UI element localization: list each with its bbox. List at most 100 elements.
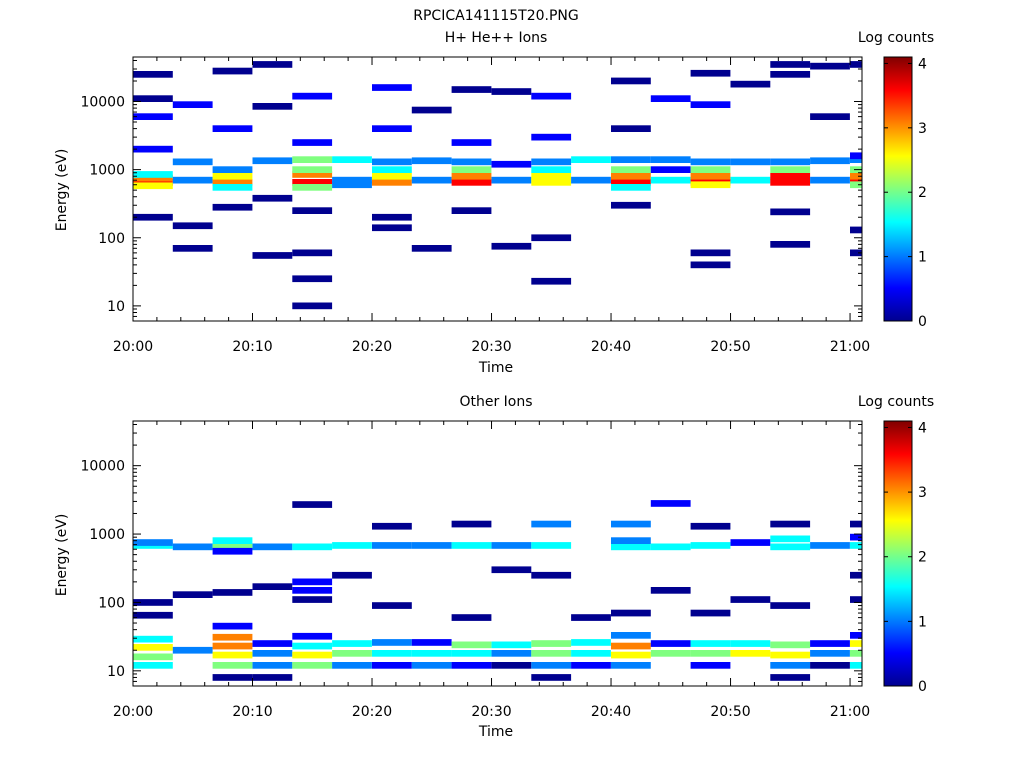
heatmap-cell [133, 113, 173, 120]
heatmap-cell [690, 640, 731, 647]
colorbar-label: Log counts [858, 394, 934, 410]
heatmap-cell [252, 640, 293, 647]
heatmap-cell [133, 71, 173, 78]
heatmap-cell [571, 156, 611, 163]
y-tick-label: 100 [98, 595, 125, 611]
colorbar-tick-label: 1 [918, 614, 927, 630]
heatmap-cell [411, 245, 452, 252]
heatmap-cell [292, 92, 333, 100]
heatmap-cell [212, 633, 253, 641]
x-tick-label: 20:40 [591, 704, 631, 720]
y-tick-label: 1000 [89, 527, 125, 543]
heatmap-cell [212, 543, 253, 551]
heatmap-cell [212, 203, 253, 211]
heatmap-cell [172, 222, 213, 230]
heatmap-cell [531, 166, 572, 173]
colorbar-tick-label: 2 [918, 550, 927, 566]
heatmap-cell [292, 184, 333, 191]
heatmap-cell [690, 69, 731, 77]
heatmap-cell [372, 179, 412, 186]
heatmap-cell [451, 650, 492, 657]
heatmap-cell [571, 650, 611, 657]
heatmap-cell [451, 139, 492, 146]
heatmap-cells [133, 500, 862, 681]
heatmap-cell [690, 662, 731, 669]
heatmap-cell [172, 543, 213, 551]
heatmap-cell [372, 522, 412, 530]
heatmap-cell [292, 156, 333, 163]
heatmap-cell [850, 520, 862, 528]
heatmap-cell [770, 166, 811, 173]
heatmap-cell [730, 158, 771, 166]
heatmap-cell [531, 158, 572, 166]
heatmap-cell [730, 640, 771, 647]
heatmap-cell [133, 635, 173, 643]
heatmap-cell [133, 599, 173, 606]
heatmap-cell [571, 662, 611, 669]
heatmap-cell [690, 172, 731, 180]
y-tick-label: 10000 [80, 459, 125, 475]
heatmap-cell [332, 181, 372, 189]
heatmap-cell [611, 77, 651, 85]
heatmap-cell [133, 179, 173, 186]
heatmap-cell [252, 543, 293, 551]
heatmap-cell [850, 662, 862, 669]
heatmap-cell [730, 539, 771, 546]
heatmap-cell [690, 181, 731, 189]
heatmap-cell [212, 622, 253, 630]
heatmap-cell [212, 674, 253, 681]
heatmap-cell [611, 201, 651, 209]
heatmap-cell [650, 587, 691, 594]
heatmap-cell [810, 640, 850, 647]
heatmap-cell [172, 158, 213, 166]
heatmap-cell [372, 166, 412, 173]
y-tick-label: 10 [107, 299, 125, 315]
heatmap-cell [451, 614, 492, 621]
panel-title: H+ He++ Ions [445, 30, 548, 46]
heatmap-cell [850, 152, 862, 160]
x-tick-label: 20:10 [232, 704, 272, 720]
panel-other-ions: Other Ions Log counts Time Energy (eV) 1… [54, 394, 934, 740]
heatmap-cell [332, 176, 372, 184]
heatmap-cell [531, 640, 572, 647]
colorbar-gradient [883, 56, 913, 322]
heatmap-cell [133, 145, 173, 153]
heatmap-cell [292, 139, 333, 146]
heatmap-cell [372, 158, 412, 166]
colorbar-tick-label: 1 [918, 250, 927, 266]
heatmap-cell [133, 611, 173, 619]
heatmap-cell [770, 651, 811, 659]
heatmap-cell [133, 95, 173, 102]
heatmap-cell [491, 641, 532, 649]
heatmap-cell [252, 194, 293, 202]
heatmap-cell [212, 166, 253, 173]
heatmap-cell [133, 174, 173, 182]
heatmap-cell [531, 650, 572, 657]
heatmap-cell [411, 650, 452, 657]
heatmap-cell [531, 571, 572, 579]
heatmap-cell [850, 226, 862, 234]
heatmap-cell [451, 158, 492, 166]
heatmap-cell [451, 179, 492, 186]
heatmap-cell [531, 92, 572, 100]
heatmap-cell [292, 501, 333, 508]
y-tick-label: 10 [107, 664, 125, 680]
heatmap-cell [690, 609, 731, 617]
heatmap-cell [611, 156, 651, 163]
heatmap-cell [531, 172, 572, 180]
heatmap-cell [770, 543, 811, 551]
colorbar-tick-label: 3 [918, 121, 927, 137]
heatmap-cell [850, 533, 862, 541]
heatmap-cell [212, 172, 253, 180]
heatmap-cell [332, 156, 372, 163]
x-tick-label: 20:30 [471, 339, 511, 355]
heatmap-cell [730, 596, 771, 603]
colorbar-tick-label: 2 [918, 185, 927, 201]
x-axis-label: Time [478, 360, 513, 376]
heatmap-cell [611, 537, 651, 544]
heatmap-cell [212, 179, 253, 186]
y-tick-label: 100 [98, 231, 125, 247]
heatmap-cell [411, 639, 452, 646]
heatmap-cell [252, 252, 293, 259]
